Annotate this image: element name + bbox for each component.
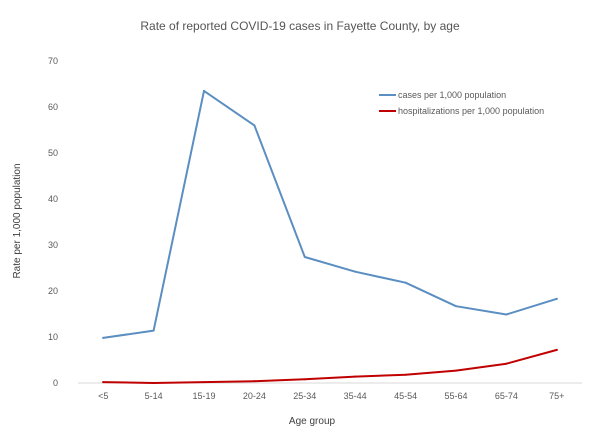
data-point (203, 381, 205, 384)
x-axis-label: Age group (289, 416, 336, 427)
series-lines (102, 89, 558, 384)
x-tick-label: 75+ (549, 391, 564, 401)
x-tick-label: 5-14 (145, 391, 163, 401)
data-point (152, 329, 155, 332)
x-tick-label: 15-19 (192, 391, 215, 401)
data-point (455, 305, 457, 308)
x-tick-label: 25-34 (293, 391, 316, 401)
data-point (152, 382, 155, 384)
data-point (404, 373, 407, 376)
x-tick-label: 35-44 (344, 391, 367, 401)
y-tick-label: 40 (48, 194, 58, 204)
legend-label-hospitalizations: hospitalizations per 1,000 population (398, 106, 544, 116)
data-point (404, 281, 407, 284)
data-point (354, 375, 357, 378)
data-point (354, 270, 357, 273)
y-tick-label: 60 (48, 102, 58, 112)
y-axis-ticks: 0 10 20 30 40 50 60 70 (48, 56, 58, 388)
legend-label-cases: cases per 1,000 population (398, 90, 506, 100)
data-point (555, 297, 558, 300)
data-point (303, 255, 306, 258)
y-axis-label: Rate per 1,000 population (12, 163, 23, 278)
data-point (505, 362, 508, 365)
data-point (505, 313, 508, 316)
chart-title: Rate of reported COVID-19 cases in Fayet… (140, 19, 460, 33)
y-tick-label: 70 (48, 56, 58, 66)
data-point (455, 369, 457, 372)
x-tick-label: 55-64 (444, 391, 467, 401)
data-point (253, 380, 256, 383)
y-tick-label: 20 (48, 286, 58, 296)
y-tick-label: 0 (53, 378, 58, 388)
data-point (253, 124, 256, 127)
series-line-0 (102, 89, 558, 339)
y-tick-label: 30 (48, 240, 58, 250)
y-tick-label: 10 (48, 332, 58, 342)
x-tick-label: 20-24 (243, 391, 266, 401)
data-point (203, 89, 205, 92)
x-axis-ticks: <5 5-14 15-19 20-24 25-34 35-44 45-54 55-64 65-7… (98, 391, 564, 401)
x-tick-label: 65-74 (495, 391, 518, 401)
x-tick-label: 45-54 (394, 391, 417, 401)
data-point (102, 336, 105, 339)
series-line-1 (102, 348, 558, 384)
data-point (303, 378, 306, 381)
y-tick-label: 50 (48, 148, 58, 158)
legend: cases per 1,000 population hospitalizati… (379, 90, 544, 116)
x-tick-label: <5 (98, 391, 108, 401)
data-point (102, 381, 105, 384)
data-point (555, 348, 558, 351)
